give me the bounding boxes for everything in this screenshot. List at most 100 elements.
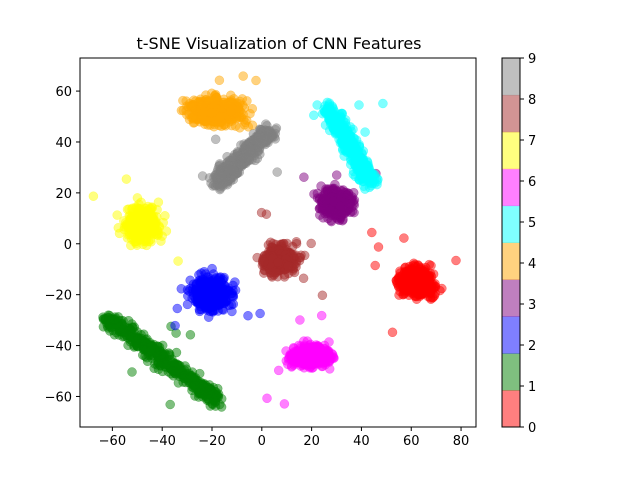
data-point [153, 197, 164, 207]
data-point [214, 161, 224, 171]
chart-title: t-SNE Visualization of CNN Features [136, 34, 421, 53]
data-point [306, 238, 316, 249]
data-point [310, 342, 321, 353]
data-point [215, 112, 226, 122]
data-point [317, 290, 328, 301]
data-point [243, 310, 253, 321]
data-point [207, 263, 217, 274]
data-point [322, 103, 333, 114]
data-point [201, 303, 211, 314]
data-point [272, 167, 282, 177]
colorbar-tick-label: 0 [528, 421, 536, 436]
data-point [128, 233, 139, 244]
colorbar-tick-label: 5 [528, 216, 536, 231]
colorbar-segment [502, 205, 520, 243]
colorbar-tick-label: 1 [528, 380, 536, 395]
y-tick-label: −40 [45, 340, 72, 355]
data-point [356, 173, 366, 184]
data-point [298, 273, 309, 284]
data-point [255, 308, 265, 319]
data-point [251, 75, 261, 86]
data-point [256, 207, 267, 218]
data-point [198, 280, 209, 291]
data-point [273, 365, 284, 376]
data-point [182, 299, 193, 310]
data-point [350, 159, 360, 170]
data-point [451, 255, 461, 266]
data-point [161, 226, 172, 236]
data-point [146, 345, 156, 356]
data-point [174, 371, 185, 382]
cluster-class-7 [88, 174, 183, 266]
data-point [228, 299, 239, 309]
data-point [137, 221, 147, 231]
colorbar-segment [502, 131, 520, 170]
data-point [171, 347, 182, 358]
colorbar-segment [502, 58, 520, 96]
data-point [155, 361, 166, 371]
y-tick-label: 0 [64, 238, 72, 253]
data-point [185, 330, 196, 340]
data-point [324, 125, 335, 136]
data-point [172, 303, 183, 314]
x-tick-label: −40 [148, 434, 175, 449]
data-point [114, 228, 125, 239]
data-point [197, 171, 208, 181]
data-point [268, 238, 278, 249]
data-point [328, 196, 338, 206]
data-point [127, 367, 137, 377]
data-point [367, 227, 377, 238]
data-point [266, 270, 277, 281]
data-point [228, 152, 238, 163]
x-tick-label: 80 [453, 434, 470, 449]
data-point [121, 174, 132, 184]
cluster-class-9 [197, 119, 282, 195]
data-point [238, 71, 248, 81]
data-point [173, 256, 183, 266]
colorbar-tick-label: 3 [528, 298, 536, 313]
data-point [152, 341, 163, 352]
colorbar-tick-label: 6 [528, 175, 536, 190]
cluster-class-4 [176, 71, 261, 133]
data-point [373, 242, 384, 252]
cluster-class-3 [299, 152, 381, 227]
data-point [320, 203, 330, 213]
y-tick-label: 40 [55, 136, 72, 151]
data-point [309, 110, 319, 121]
x-tick-label: −20 [198, 434, 225, 449]
data-point [239, 120, 250, 130]
scatter-points [88, 71, 461, 412]
data-point [344, 147, 354, 157]
data-point [424, 259, 434, 270]
colorbar-segment [502, 94, 520, 133]
y-tick-label: 20 [55, 187, 72, 202]
y-tick-label: 60 [55, 85, 72, 100]
colorbar-tick-label: 7 [528, 134, 536, 149]
cluster-class-8 [252, 207, 328, 301]
data-point [401, 279, 411, 289]
cluster-class-5 [309, 97, 388, 194]
colorbar-segment [502, 168, 520, 207]
data-point [126, 332, 136, 343]
data-point [238, 152, 248, 163]
data-point [201, 90, 211, 100]
data-point [295, 315, 305, 325]
data-point [203, 388, 214, 399]
x-tick-label: 20 [303, 434, 320, 449]
data-point [354, 100, 364, 110]
data-point [411, 268, 422, 278]
x-tick-label: 0 [258, 434, 266, 449]
data-point [331, 170, 342, 180]
data-point [403, 270, 414, 281]
data-point [341, 133, 351, 143]
cluster-class-6 [262, 310, 339, 409]
data-point [372, 173, 382, 183]
data-point [224, 163, 234, 174]
data-point [194, 270, 204, 280]
x-axis: −60 −40 −20 0 20 40 60 80 [99, 427, 470, 449]
data-point [214, 75, 225, 86]
data-point [176, 284, 187, 294]
data-point [347, 202, 357, 212]
data-point [291, 238, 302, 249]
x-tick-label: −60 [99, 434, 126, 449]
